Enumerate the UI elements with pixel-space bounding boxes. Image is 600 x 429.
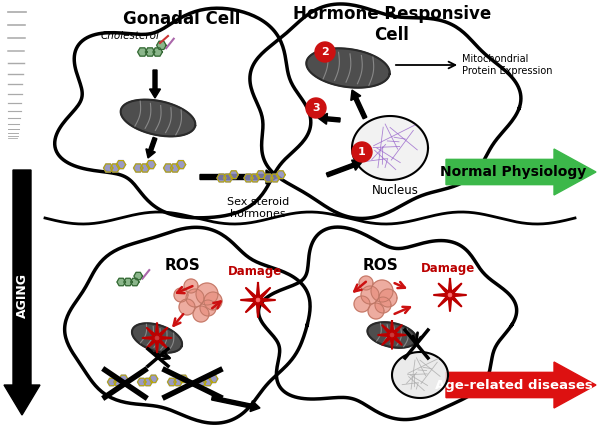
Polygon shape: [104, 164, 113, 172]
Text: ROS: ROS: [165, 258, 201, 273]
Polygon shape: [229, 171, 238, 178]
Polygon shape: [223, 174, 233, 182]
Polygon shape: [351, 90, 367, 119]
Polygon shape: [179, 375, 188, 383]
Circle shape: [315, 42, 335, 62]
Polygon shape: [276, 171, 285, 178]
Polygon shape: [143, 324, 172, 352]
Polygon shape: [140, 164, 149, 172]
Text: AGING: AGING: [16, 272, 29, 317]
Polygon shape: [217, 174, 226, 182]
Text: Cholesterol: Cholesterol: [101, 31, 160, 41]
Polygon shape: [107, 378, 116, 386]
Text: Hormone Responsive
Cell: Hormone Responsive Cell: [293, 5, 491, 44]
Polygon shape: [170, 164, 179, 172]
Text: Damage: Damage: [228, 265, 282, 278]
Polygon shape: [157, 41, 166, 49]
Polygon shape: [307, 48, 389, 88]
Polygon shape: [259, 227, 517, 420]
Circle shape: [306, 98, 326, 118]
Polygon shape: [174, 378, 182, 386]
Text: 2: 2: [321, 47, 329, 57]
Polygon shape: [174, 288, 188, 302]
Polygon shape: [144, 378, 152, 386]
Text: Mitochondrial
Protein Expression: Mitochondrial Protein Expression: [462, 54, 553, 76]
Text: Normal Physiology: Normal Physiology: [440, 165, 587, 179]
Polygon shape: [131, 278, 139, 286]
Polygon shape: [367, 322, 416, 348]
Polygon shape: [318, 113, 340, 124]
Polygon shape: [250, 4, 521, 218]
Text: Sex steroid
hormones: Sex steroid hormones: [227, 197, 289, 219]
Polygon shape: [149, 375, 158, 383]
Polygon shape: [116, 160, 125, 169]
Polygon shape: [264, 174, 273, 182]
Polygon shape: [167, 378, 176, 386]
Polygon shape: [326, 160, 362, 177]
Polygon shape: [4, 170, 40, 415]
Polygon shape: [145, 48, 155, 56]
Polygon shape: [204, 378, 212, 386]
Polygon shape: [146, 137, 157, 158]
Polygon shape: [204, 292, 222, 310]
Polygon shape: [352, 116, 428, 180]
Polygon shape: [153, 48, 163, 56]
Polygon shape: [392, 352, 448, 398]
Polygon shape: [110, 164, 119, 172]
Polygon shape: [371, 280, 393, 302]
Text: Nucleus: Nucleus: [371, 184, 418, 197]
Text: Gonadal Cell: Gonadal Cell: [124, 10, 241, 28]
Polygon shape: [55, 8, 311, 218]
Text: 1: 1: [358, 147, 366, 157]
Polygon shape: [119, 375, 128, 383]
Polygon shape: [193, 306, 209, 322]
Polygon shape: [200, 300, 216, 316]
Polygon shape: [134, 164, 143, 172]
Polygon shape: [209, 375, 218, 383]
Polygon shape: [134, 272, 142, 280]
Text: 3: 3: [312, 103, 320, 113]
Polygon shape: [446, 149, 596, 195]
Polygon shape: [200, 170, 278, 184]
Polygon shape: [117, 278, 125, 286]
Polygon shape: [137, 378, 146, 386]
Polygon shape: [256, 171, 265, 178]
Polygon shape: [114, 378, 122, 386]
Polygon shape: [196, 283, 218, 305]
Polygon shape: [65, 227, 310, 423]
Text: Age-related diseases: Age-related diseases: [434, 378, 592, 392]
Polygon shape: [271, 174, 280, 182]
Polygon shape: [446, 362, 596, 408]
Polygon shape: [375, 297, 391, 313]
Polygon shape: [241, 283, 275, 317]
Text: ROS: ROS: [362, 258, 398, 273]
Polygon shape: [164, 164, 173, 172]
Polygon shape: [359, 276, 373, 290]
Polygon shape: [378, 321, 406, 349]
Polygon shape: [121, 100, 196, 136]
Polygon shape: [250, 174, 260, 182]
Polygon shape: [124, 278, 132, 286]
Polygon shape: [184, 279, 198, 293]
Polygon shape: [146, 160, 155, 169]
Polygon shape: [354, 296, 370, 312]
Polygon shape: [149, 70, 161, 98]
Polygon shape: [361, 286, 379, 304]
Polygon shape: [186, 289, 204, 307]
Polygon shape: [368, 303, 384, 319]
Polygon shape: [137, 48, 147, 56]
Polygon shape: [197, 378, 206, 386]
Polygon shape: [434, 279, 466, 311]
Circle shape: [352, 142, 372, 162]
Polygon shape: [132, 323, 182, 353]
Polygon shape: [176, 160, 185, 169]
Polygon shape: [379, 289, 397, 307]
Polygon shape: [244, 174, 253, 182]
Polygon shape: [212, 396, 260, 411]
Text: Damage: Damage: [421, 262, 475, 275]
Polygon shape: [179, 299, 195, 315]
